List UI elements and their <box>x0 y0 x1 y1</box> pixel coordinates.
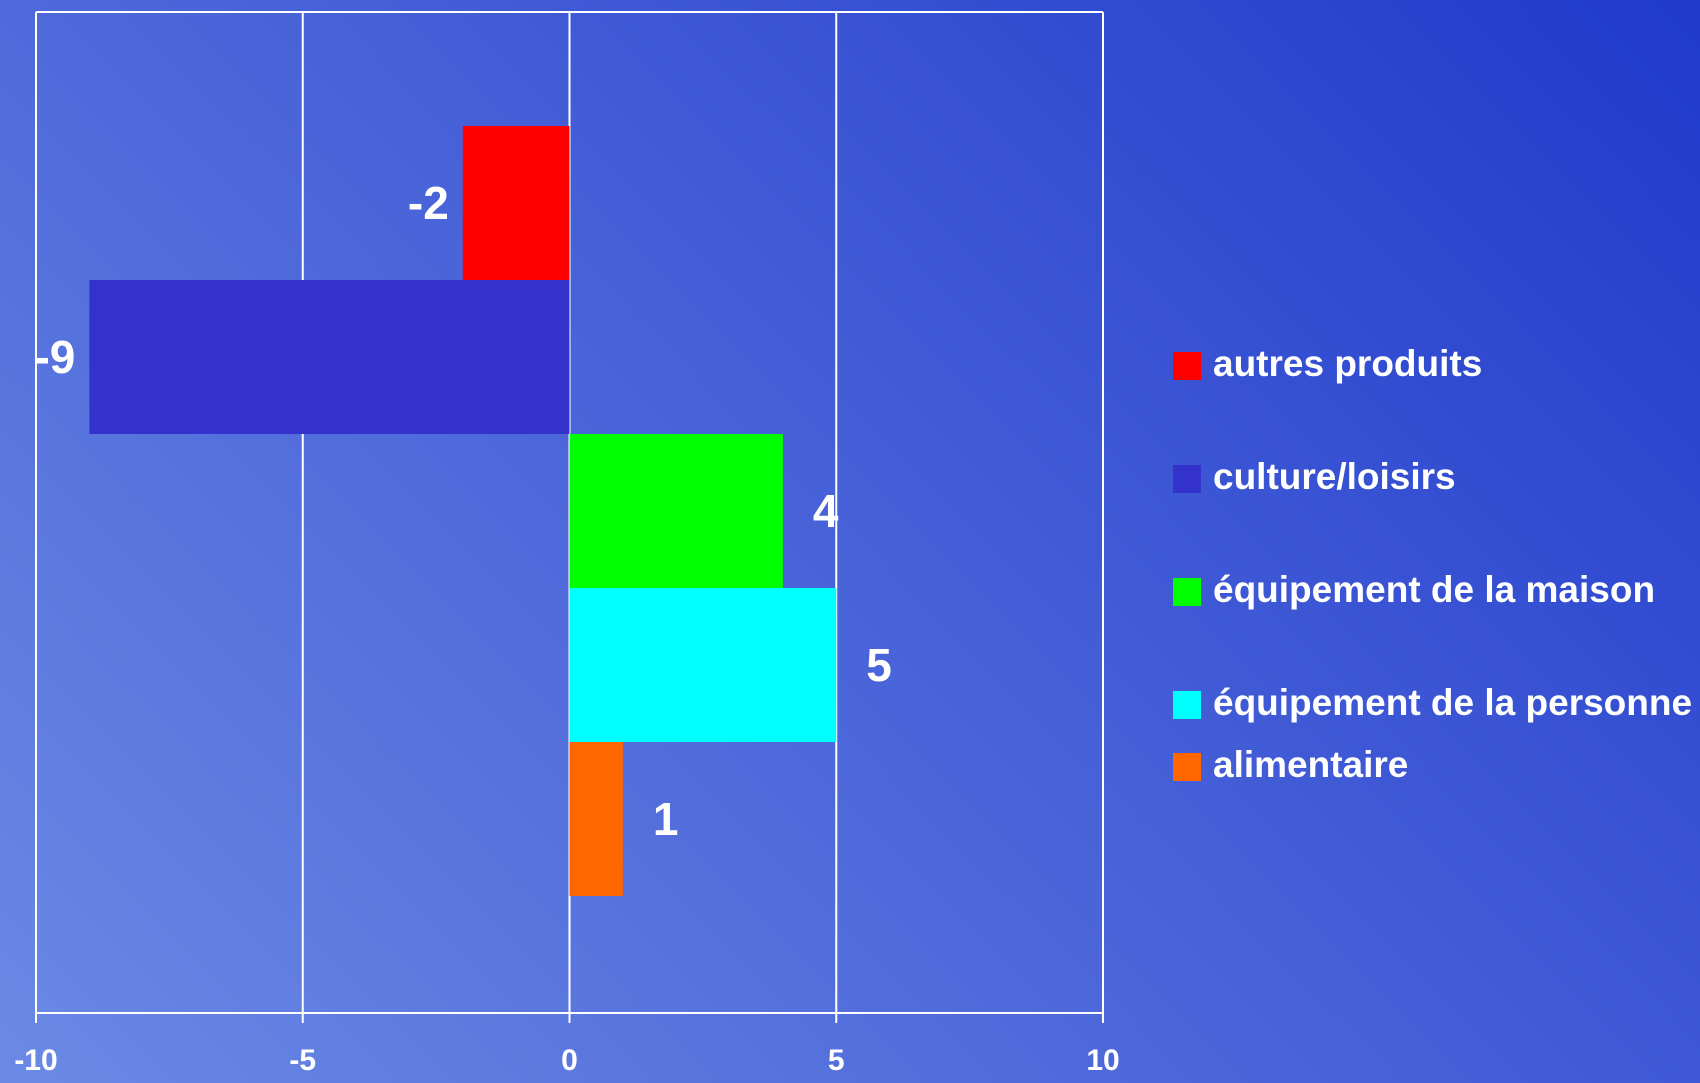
legend-label: autres produits <box>1213 343 1483 384</box>
x-tick-label-2: 0 <box>561 1044 578 1077</box>
legend-item: culture/loisirs <box>1173 453 1693 501</box>
x-tick-label-1: -5 <box>289 1044 316 1077</box>
bar-1 <box>89 280 570 434</box>
x-tick-label-3: 5 <box>828 1044 845 1077</box>
bar-3 <box>569 588 837 742</box>
legend-swatch <box>1173 578 1201 606</box>
chart-legend: autres produits culture/loisirs équipement… <box>1173 340 1693 854</box>
x-tick-label-0: -10 <box>14 1044 57 1077</box>
legend-item: équipement de la personne <box>1173 679 1693 727</box>
data-label-4: 1 <box>653 793 679 845</box>
data-label-0: -2 <box>408 177 449 229</box>
legend-swatch <box>1173 352 1201 380</box>
legend-label: culture/loisirs <box>1213 456 1456 497</box>
bar-0 <box>462 126 570 280</box>
legend-swatch <box>1173 465 1201 493</box>
legend-swatch <box>1173 691 1201 719</box>
data-label-3: 5 <box>866 639 892 691</box>
legend-label: équipement de la maison <box>1213 569 1656 610</box>
legend-item: autres produits <box>1173 340 1693 388</box>
legend-label: équipement de la personne <box>1213 682 1693 723</box>
bar-4 <box>569 742 623 896</box>
data-label-2: 4 <box>813 485 839 537</box>
legend-item: équipement de la maison <box>1173 566 1693 614</box>
legend-item: alimentaire <box>1173 741 1693 789</box>
legend-label: alimentaire <box>1213 744 1409 785</box>
data-label-1: -9 <box>34 331 75 383</box>
x-tick-label-4: 10 <box>1086 1044 1119 1077</box>
bar-2 <box>569 434 783 588</box>
legend-swatch <box>1173 753 1201 781</box>
